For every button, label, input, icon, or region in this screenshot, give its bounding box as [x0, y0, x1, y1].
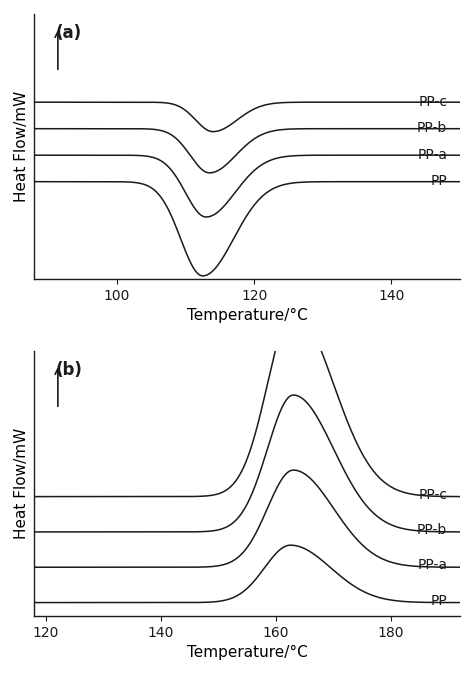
Text: PP-b: PP-b: [417, 121, 447, 135]
Text: PP-b: PP-b: [417, 523, 447, 537]
Text: PP-a: PP-a: [417, 148, 447, 162]
Text: PP: PP: [430, 174, 447, 188]
Y-axis label: Heat Flow/mW: Heat Flow/mW: [14, 428, 29, 539]
Text: PP-c: PP-c: [419, 488, 447, 502]
Text: (b): (b): [56, 361, 82, 379]
Y-axis label: Heat Flow/mW: Heat Flow/mW: [14, 91, 29, 202]
Text: (a): (a): [56, 24, 82, 42]
Text: PP: PP: [430, 594, 447, 608]
Text: PP-a: PP-a: [417, 559, 447, 572]
X-axis label: Temperature/°C: Temperature/°C: [187, 645, 308, 660]
Text: PP-c: PP-c: [419, 94, 447, 109]
X-axis label: Temperature/°C: Temperature/°C: [187, 308, 308, 323]
